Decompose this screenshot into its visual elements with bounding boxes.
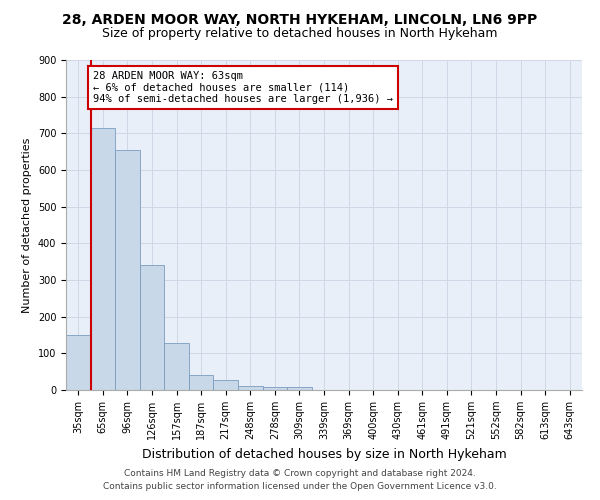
Text: 28 ARDEN MOOR WAY: 63sqm
← 6% of detached houses are smaller (114)
94% of semi-d: 28 ARDEN MOOR WAY: 63sqm ← 6% of detache… <box>93 71 393 104</box>
Bar <box>140 266 164 390</box>
Bar <box>164 343 189 390</box>
X-axis label: Distribution of detached houses by size in North Hykeham: Distribution of detached houses by size … <box>142 448 506 460</box>
Text: Size of property relative to detached houses in North Hykeham: Size of property relative to detached ho… <box>102 28 498 40</box>
Bar <box>287 387 312 390</box>
Bar <box>263 387 287 390</box>
Bar <box>115 150 140 390</box>
Text: Contains public sector information licensed under the Open Government Licence v3: Contains public sector information licen… <box>103 482 497 491</box>
Bar <box>91 128 115 390</box>
Y-axis label: Number of detached properties: Number of detached properties <box>22 138 32 312</box>
Text: 28, ARDEN MOOR WAY, NORTH HYKEHAM, LINCOLN, LN6 9PP: 28, ARDEN MOOR WAY, NORTH HYKEHAM, LINCO… <box>62 12 538 26</box>
Text: Contains HM Land Registry data © Crown copyright and database right 2024.: Contains HM Land Registry data © Crown c… <box>124 468 476 477</box>
Bar <box>238 386 263 390</box>
Bar <box>189 376 214 390</box>
Bar <box>214 380 238 390</box>
Bar <box>66 335 91 390</box>
